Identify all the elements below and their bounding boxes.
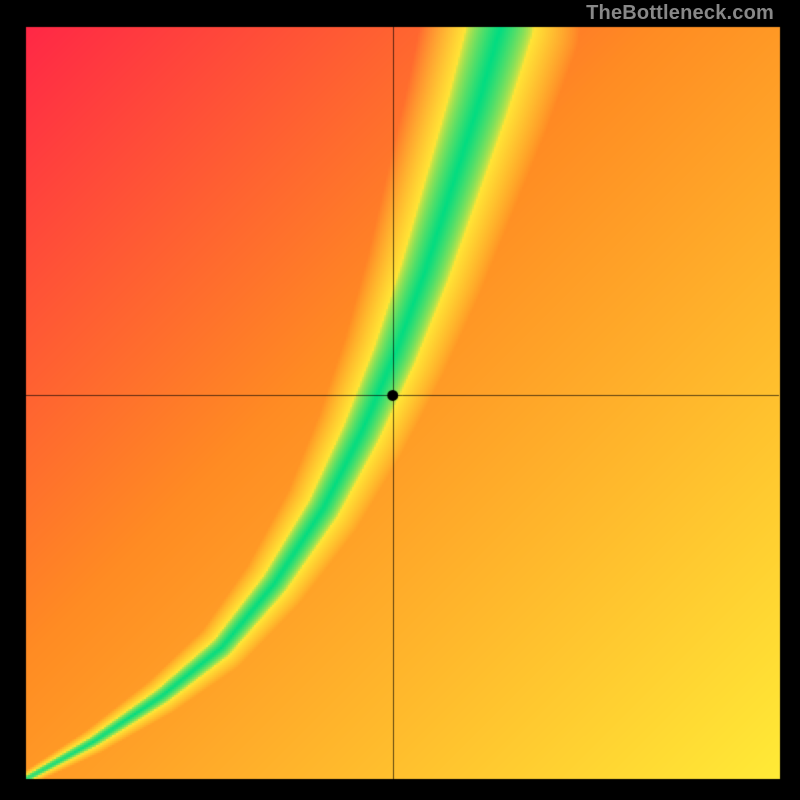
heatmap-canvas [0, 0, 800, 800]
stage: TheBottleneck.com [0, 0, 800, 800]
watermark-text: TheBottleneck.com [586, 2, 774, 25]
